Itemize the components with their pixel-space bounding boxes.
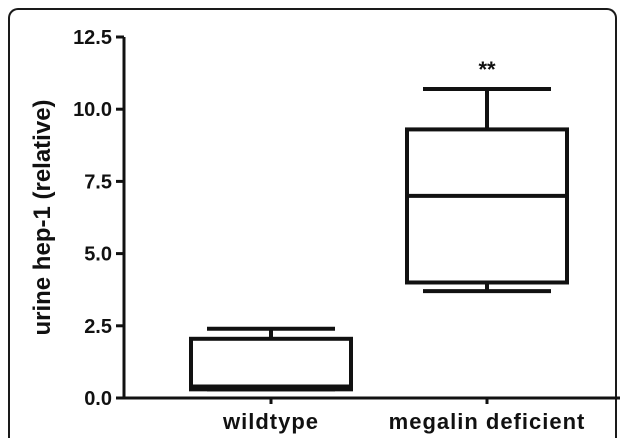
y-tick-label: 12.5	[73, 27, 112, 49]
significance-annotation: **	[478, 57, 496, 82]
box-rect	[405, 127, 569, 285]
y-tick-label: 0.0	[84, 388, 112, 410]
y-tick-label: 7.5	[84, 171, 112, 193]
chart-frame	[8, 8, 617, 438]
box-2: **	[405, 57, 569, 294]
box-1	[189, 326, 353, 392]
y-tick-label: 10.0	[73, 99, 112, 121]
boxes: **	[189, 57, 569, 392]
x-tick-label: megalin deficient	[389, 409, 586, 434]
box-rect	[189, 336, 353, 392]
axes: 0.0 2.5 5.0 7.5 10.0 12.5 wildtype megalin defi…	[73, 27, 620, 434]
y-tick-label: 2.5	[84, 316, 112, 338]
x-tick-label: wildtype	[222, 409, 319, 434]
y-tick-label: 5.0	[84, 244, 112, 266]
y-axis-label: urine hep-1 (relative)	[29, 99, 56, 335]
